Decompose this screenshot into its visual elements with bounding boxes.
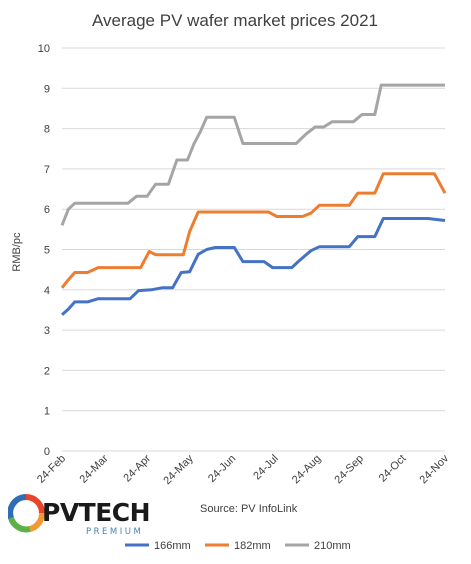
pvtech-premium-logo: PVTECH PREMIUM [8, 494, 151, 537]
y-tick-label: 4 [44, 285, 50, 297]
source-note: Source: PV InfoLink [200, 503, 298, 515]
series-line-166mm [61, 217, 446, 316]
series-line-182mm [60, 172, 447, 289]
logo-ring-icon [8, 494, 45, 533]
y-tick-label: 7 [44, 164, 50, 176]
x-axis-ticks: 24-Feb 24-Mar 24-Apr 24-May 24-Jun 24-Jul 24-A… [35, 452, 451, 487]
x-tick-label: 24-Feb [35, 453, 68, 486]
chart-title: Average PV wafer market prices 2021 [92, 11, 378, 30]
y-tick-label: 8 [44, 124, 50, 136]
x-tick-label: 24-Nov [418, 452, 452, 486]
x-tick-label: 24-Jul [251, 453, 281, 483]
logo-wordmark: PVTECH [42, 498, 150, 527]
x-tick-label: 24-Mar [78, 452, 111, 485]
x-tick-label: 24-Aug [290, 453, 324, 487]
y-tick-label: 1 [44, 406, 50, 418]
legend: 166mm 182mm 210mm [125, 540, 351, 552]
gridlines [62, 47, 445, 452]
y-tick-label: 0 [44, 446, 50, 458]
y-tick-label: 2 [44, 365, 50, 377]
y-axis-ticks: 0 1 2 3 4 5 6 7 8 9 10 [38, 43, 50, 458]
legend-entry: 210mm [314, 540, 351, 552]
y-tick-label: 3 [44, 325, 50, 337]
logo-subtitle: PREMIUM [86, 527, 143, 537]
x-tick-label: 24-May [161, 452, 196, 487]
y-axis-label: RMB/pc [11, 232, 23, 272]
x-tick-label: 24-Sep [332, 453, 366, 487]
y-tick-label: 9 [44, 83, 50, 95]
series-lines [60, 83, 447, 316]
series-line-210mm [60, 83, 445, 226]
x-tick-label: 24-Jun [206, 453, 238, 485]
legend-entry: 182mm [234, 540, 271, 552]
y-tick-label: 6 [44, 204, 50, 216]
legend-entry: 166mm [154, 540, 191, 552]
x-tick-label: 24-Oct [377, 453, 409, 485]
y-tick-label: 10 [38, 43, 50, 55]
y-tick-label: 5 [44, 245, 50, 257]
x-tick-label: 24-Apr [121, 452, 153, 484]
